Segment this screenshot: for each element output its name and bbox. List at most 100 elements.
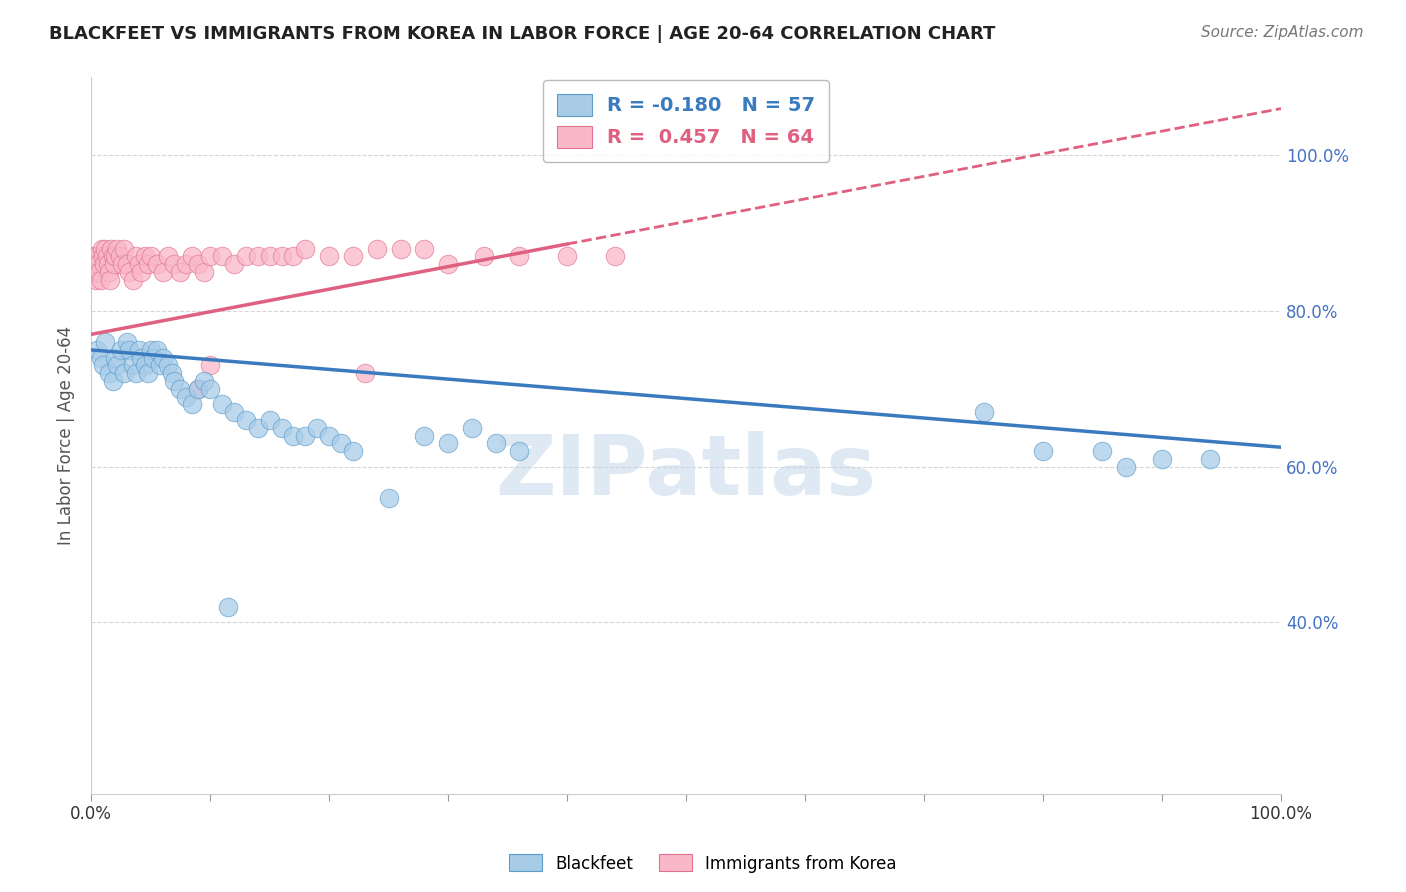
Point: [437, 436, 460, 450]
Point: [259, 413, 281, 427]
Point: [98, 273, 121, 287]
Point: [198, 250, 221, 264]
Point: [163, 374, 186, 388]
Point: [125, 366, 148, 380]
Point: [94, 335, 117, 350]
Point: [157, 359, 180, 373]
Text: ZIPatlas: ZIPatlas: [495, 431, 876, 512]
Point: [176, 390, 198, 404]
Point: [246, 421, 269, 435]
Point: [193, 265, 215, 279]
Legend: R = -0.180   N = 57, R =  0.457   N = 64: R = -0.180 N = 57, R = 0.457 N = 64: [543, 80, 830, 161]
Point: [149, 359, 172, 373]
Point: [89, 265, 111, 279]
Point: [118, 343, 141, 357]
Point: [128, 343, 150, 357]
Point: [115, 335, 138, 350]
Point: [142, 351, 165, 365]
Point: [235, 250, 257, 264]
Point: [283, 428, 305, 442]
Point: [93, 257, 115, 271]
Point: [485, 436, 508, 450]
Point: [187, 382, 209, 396]
Point: [169, 265, 191, 279]
Point: [145, 257, 167, 271]
Point: [211, 250, 233, 264]
Point: [1115, 459, 1137, 474]
Point: [198, 359, 221, 373]
Point: [366, 242, 388, 256]
Point: [294, 428, 316, 442]
Point: [121, 359, 143, 373]
Point: [90, 273, 112, 287]
Point: [152, 351, 174, 365]
Point: [110, 343, 132, 357]
Point: [84, 273, 107, 287]
Point: [129, 351, 152, 365]
Point: [86, 343, 108, 357]
Point: [98, 366, 121, 380]
Point: [94, 242, 117, 256]
Point: [134, 250, 156, 264]
Point: [283, 250, 305, 264]
Point: [461, 421, 484, 435]
Point: [259, 250, 281, 264]
Point: [318, 250, 340, 264]
Point: [318, 428, 340, 442]
Point: [114, 242, 136, 256]
Point: [129, 265, 152, 279]
Point: [160, 366, 183, 380]
Point: [121, 273, 143, 287]
Point: [353, 366, 375, 380]
Point: [193, 374, 215, 388]
Point: [198, 382, 221, 396]
Point: [169, 382, 191, 396]
Point: [270, 250, 292, 264]
Point: [413, 242, 436, 256]
Point: [104, 351, 127, 365]
Point: [139, 343, 162, 357]
Point: [83, 265, 105, 279]
Point: [101, 250, 124, 264]
Point: [96, 250, 118, 264]
Point: [82, 250, 104, 264]
Point: [101, 374, 124, 388]
Point: [157, 250, 180, 264]
Point: [294, 242, 316, 256]
Point: [100, 242, 122, 256]
Point: [181, 250, 204, 264]
Point: [139, 250, 162, 264]
Point: [118, 265, 141, 279]
Point: [973, 405, 995, 419]
Point: [1091, 444, 1114, 458]
Point: [98, 265, 121, 279]
Point: [115, 257, 138, 271]
Point: [508, 444, 530, 458]
Text: BLACKFEET VS IMMIGRANTS FROM KOREA IN LABOR FORCE | AGE 20-64 CORRELATION CHART: BLACKFEET VS IMMIGRANTS FROM KOREA IN LA…: [49, 25, 995, 43]
Point: [163, 257, 186, 271]
Point: [603, 250, 626, 264]
Point: [1150, 451, 1173, 466]
Legend: Blackfeet, Immigrants from Korea: Blackfeet, Immigrants from Korea: [502, 847, 904, 880]
Point: [246, 250, 269, 264]
Point: [330, 436, 353, 450]
Point: [413, 428, 436, 442]
Point: [342, 444, 364, 458]
Point: [1198, 451, 1220, 466]
Point: [222, 257, 245, 271]
Y-axis label: In Labor Force | Age 20-64: In Labor Force | Age 20-64: [58, 326, 75, 545]
Point: [222, 405, 245, 419]
Point: [86, 250, 108, 264]
Point: [114, 366, 136, 380]
Point: [235, 413, 257, 427]
Point: [83, 257, 105, 271]
Point: [91, 359, 114, 373]
Point: [136, 257, 159, 271]
Point: [128, 257, 150, 271]
Point: [105, 242, 128, 256]
Point: [136, 366, 159, 380]
Point: [90, 242, 112, 256]
Point: [87, 257, 110, 271]
Point: [472, 250, 495, 264]
Point: [307, 421, 329, 435]
